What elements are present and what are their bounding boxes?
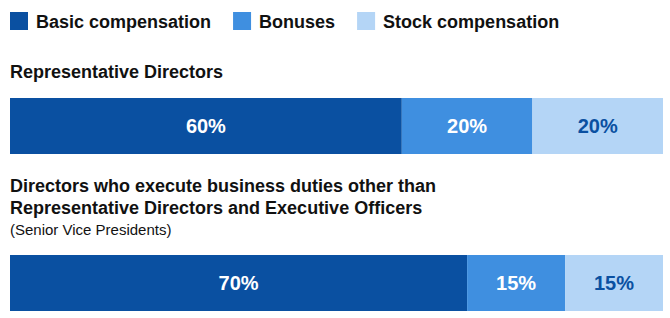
category-label: Representative Directors (10, 62, 223, 82)
data-label: 20% (447, 115, 487, 137)
legend-label: Bonuses (259, 12, 335, 32)
data-label: 60% (186, 115, 226, 137)
chart: Basic compensation Bonuses Stock compensat… (0, 0, 670, 318)
data-label: 15% (496, 272, 536, 294)
legend-swatch (10, 12, 28, 30)
bar-segment (10, 255, 467, 311)
bars (10, 98, 663, 311)
bar-segment (402, 98, 533, 154)
category-label: Directors who execute business duties ot… (10, 176, 436, 238)
data-label: 20% (578, 115, 618, 137)
bar-segment (565, 255, 663, 311)
legend-label: Stock compensation (383, 12, 559, 32)
bar-segment (467, 255, 565, 311)
legend-label: Basic compensation (36, 12, 211, 32)
legend-swatch (233, 12, 251, 30)
bar-segment (10, 98, 402, 154)
legend-swatch (357, 12, 375, 30)
data-label: 70% (219, 272, 259, 294)
data-label: 15% (594, 272, 634, 294)
legend: Basic compensation Bonuses Stock compensat… (10, 12, 559, 32)
texts: Representative Directors 60% 20% 20% Directo… (10, 62, 634, 294)
bar-segment (532, 98, 663, 154)
